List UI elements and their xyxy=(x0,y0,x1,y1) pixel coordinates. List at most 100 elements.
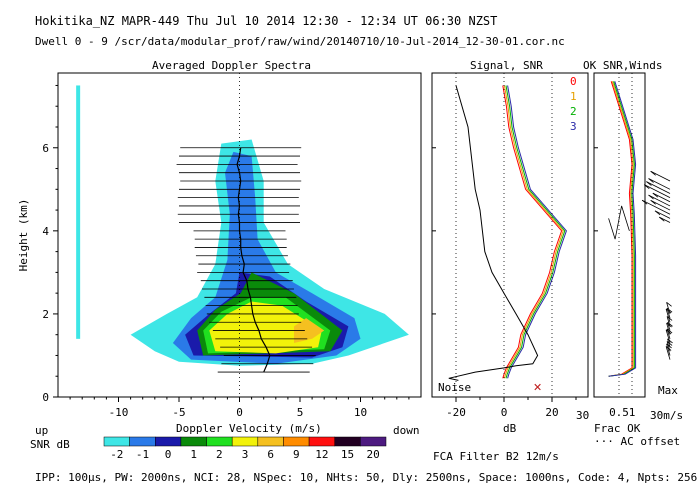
wind-barb xyxy=(650,170,671,182)
colorbar-tick-label: 9 xyxy=(293,448,300,461)
colorbar-tick-label: 1 xyxy=(190,448,197,461)
spectra-y-tick-label: 2 xyxy=(42,308,49,321)
spectra-edge-label-up: up xyxy=(35,424,49,437)
spectra-y-axis-label: Height (km) xyxy=(17,199,30,272)
winds-panel-frame xyxy=(593,72,646,398)
spectra-edge-label-down: down xyxy=(393,424,420,437)
wind-barb xyxy=(648,194,671,207)
wind-barb xyxy=(659,216,671,223)
snr-series-3 xyxy=(507,85,567,379)
winds-ac-offset-label: ··· AC offset xyxy=(594,436,680,448)
colorbar-swatch xyxy=(308,436,335,447)
colorbar-tick-label: 2 xyxy=(216,448,223,461)
colorbar: -2 -1 0 1 2 3 6 9 12 15 20 xyxy=(103,436,387,461)
footer-parameters: IPP: 100μs, PW: 2000ns, NCI: 28, NSpec: … xyxy=(35,471,698,484)
spectra-x-tick-label: -10 xyxy=(109,406,129,419)
spectra-panel-title: Averaged Doppler Spectra xyxy=(152,59,311,72)
wind-barb-head xyxy=(646,181,652,186)
wind-barb xyxy=(644,184,671,198)
spectra-x-axis-label: Doppler Velocity (m/s) xyxy=(176,422,322,435)
colorbar-tick-label: 0 xyxy=(165,448,172,461)
wind-barb-head xyxy=(659,216,665,222)
winds-max-label: Max xyxy=(658,384,678,397)
snr-x-tick-label: -20 xyxy=(446,406,466,419)
spectra-layers xyxy=(76,85,409,366)
wind-barb-head xyxy=(667,321,673,327)
colorbar-swatch xyxy=(231,436,259,447)
spectra-edge-stripe xyxy=(76,85,81,339)
wind-barb-head xyxy=(641,199,648,205)
wind-barb-head xyxy=(666,328,673,334)
wind-barb-head xyxy=(666,316,673,321)
colorbar-swatch xyxy=(334,436,361,447)
colorbar-swatch xyxy=(180,436,207,447)
snr-legend-3: 3 xyxy=(570,120,577,133)
wind-barb xyxy=(666,343,671,356)
spectra-x-tick-label: 10 xyxy=(354,406,367,419)
wind-barb xyxy=(667,322,671,331)
colorbar-swatch xyxy=(103,436,130,447)
snr-series-0 xyxy=(502,85,563,379)
winds-ac-offset-text: AC offset xyxy=(620,435,681,448)
wind-barb-head xyxy=(648,178,654,183)
wind-barb-head xyxy=(666,302,672,307)
wind-barb xyxy=(652,192,671,203)
winds-x-tick-label: 1 xyxy=(629,406,636,419)
colorbar-tick-label: 6 xyxy=(267,448,274,461)
snr-x-tick-label: 0 xyxy=(501,406,508,419)
snr-legend-0: 0 xyxy=(570,75,577,88)
spectra-contour-snr-3 xyxy=(209,301,322,354)
header-file-path: Dwell 0 - 9 /scr/data/modular_prof/raw/w… xyxy=(35,35,565,48)
winds-panel-title: OK SNR,Winds xyxy=(583,59,663,72)
snr-legend-1: 1 xyxy=(570,90,577,103)
colorbar-tick-label: 12 xyxy=(315,448,328,461)
winds-max-speed-label: 30m/s xyxy=(650,409,684,422)
snr-x-tick-label: 20 xyxy=(545,406,558,419)
wind-barb-head xyxy=(666,307,673,313)
wind-barb xyxy=(648,178,671,190)
colorbar-tick-label: 20 xyxy=(367,448,380,461)
fca-filter-label: FCA Filter B2 12m/s xyxy=(433,450,559,463)
colorbar-swatch xyxy=(129,436,156,447)
snr-noise-marker: × xyxy=(533,380,541,396)
colorbar-swatch xyxy=(257,436,284,447)
snr-legend-2: 2 xyxy=(570,105,577,118)
wind-barb xyxy=(665,308,671,323)
spectra-y-tick-label: 4 xyxy=(42,225,49,238)
wind-barb xyxy=(646,181,671,194)
winds-x-tick-label: 0.5 xyxy=(609,406,629,419)
colorbar-swatch xyxy=(155,436,182,447)
winds-x-axis-label: Frac OK xyxy=(594,422,641,435)
winds-frac-ok-0 xyxy=(608,81,633,377)
colorbar-tick-label: -1 xyxy=(136,448,149,461)
snr-lines: × 0 1 2 3 xyxy=(448,75,577,396)
colorbar-tick-label: 3 xyxy=(242,448,249,461)
wind-barb xyxy=(641,199,671,215)
spectra-overlay xyxy=(176,73,316,397)
colorbar-label: SNR dB xyxy=(30,438,70,451)
winds-frac-ok-3 xyxy=(608,81,637,377)
winds-frac-ok-1 xyxy=(608,81,634,377)
snr-series-signal xyxy=(448,85,539,381)
snr-series-2 xyxy=(505,85,566,379)
spectra-x-tick-label: 0 xyxy=(236,406,243,419)
dashed-line-legend-icon: ··· xyxy=(594,435,614,448)
wind-barb xyxy=(650,200,671,211)
snr-panel-title: Signal, SNR xyxy=(470,59,543,72)
wind-barb-head xyxy=(665,346,672,351)
snr-panel-frame xyxy=(431,72,589,398)
wind-barb-head xyxy=(667,338,673,344)
wind-barb-head xyxy=(666,341,673,346)
snr-series-1 xyxy=(503,85,564,379)
spectra-contour-snr--2 xyxy=(130,139,409,366)
wind-barb-head xyxy=(665,329,672,335)
wind-barb-head xyxy=(648,194,654,200)
colorbar-swatch xyxy=(283,436,310,447)
spectra-y-tick-label: 0 xyxy=(42,391,49,404)
spectra-x-tick-label: 5 xyxy=(297,406,304,419)
snr-x-axis-label: dB xyxy=(503,422,517,435)
spectra-y-tick-label: 6 xyxy=(42,142,49,155)
wind-barb-head xyxy=(644,184,650,189)
colorbar-swatch xyxy=(360,436,387,447)
